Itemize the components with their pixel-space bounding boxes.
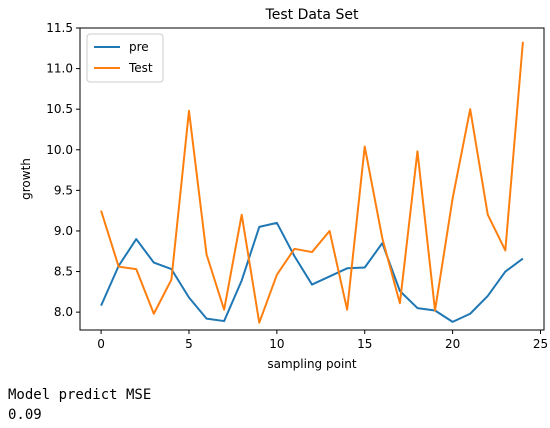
- y-tick-label: 10.0: [46, 143, 73, 157]
- y-tick-label: 11.5: [46, 21, 73, 35]
- y-axis: 8.0 8.5 9.0 9.5 10.0 10.5 11.0 11.5: [46, 21, 80, 319]
- chart-title: Test Data Set: [265, 7, 359, 23]
- y-tick-label: 9.0: [54, 224, 73, 238]
- x-axis: 0 5 10 15 20 25: [97, 330, 548, 351]
- output-area: Model predict MSE 0.09: [8, 385, 151, 425]
- x-tick-label: 5: [185, 337, 193, 351]
- y-axis-label: growth: [19, 158, 33, 200]
- legend-label-pre: pre: [129, 40, 149, 54]
- legend-label-test: Test: [128, 61, 153, 75]
- axes-frame: [79, 27, 545, 331]
- mse-label: Model predict MSE: [8, 387, 152, 403]
- legend: pre Test: [86, 33, 164, 83]
- y-tick-label: 11.0: [46, 62, 73, 76]
- x-tick-label: 25: [533, 337, 548, 351]
- x-tick-label: 10: [269, 337, 284, 351]
- y-tick-label: 10.5: [46, 102, 73, 116]
- y-tick-label: 8.5: [54, 265, 73, 279]
- series-line-test: [100, 41, 524, 324]
- x-tick-label: 0: [97, 337, 105, 351]
- x-tick-label: 15: [357, 337, 372, 351]
- y-tick-label: 9.5: [54, 183, 73, 197]
- x-axis-label: sampling point: [267, 357, 357, 371]
- plot-area: [100, 41, 524, 324]
- x-tick-label: 20: [445, 337, 460, 351]
- chart: Test Data Set 0 5 10 15 20 25 8.0 8.5 9.0 9.5 10.…: [19, 7, 548, 371]
- series-line-pre: [100, 221, 524, 323]
- y-tick-label: 8.0: [54, 305, 73, 319]
- mse-value: 0.09: [8, 407, 42, 423]
